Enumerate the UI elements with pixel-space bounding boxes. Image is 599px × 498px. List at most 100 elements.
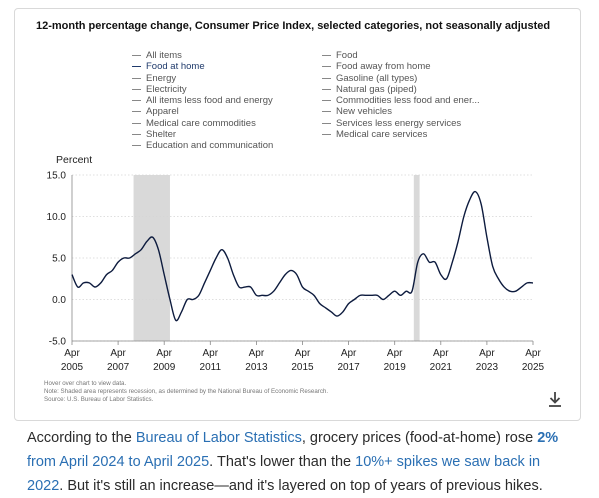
legend-item[interactable]: Medical care services: [322, 129, 480, 140]
data-point: [354, 299, 355, 300]
data-point: [481, 203, 482, 204]
data-point: [521, 286, 522, 287]
data-point: [221, 249, 222, 250]
data-point: [290, 270, 291, 271]
x-tick-month: Apr: [64, 348, 80, 359]
data-point: [498, 278, 499, 279]
legend-item[interactable]: Medical care commodities: [132, 118, 273, 129]
legend-label: All items: [146, 50, 182, 61]
data-point: [239, 286, 240, 287]
data-point: [112, 270, 113, 271]
data-point: [83, 282, 84, 283]
percent-link[interactable]: 2% from April 2024 to April 2025: [27, 430, 558, 470]
data-point: [440, 274, 441, 275]
legend-item[interactable]: All items less food and energy: [132, 95, 273, 106]
legend-item[interactable]: Food: [322, 50, 480, 61]
note-source: Source: U.S. Bureau of Labor Statistics.: [44, 395, 154, 403]
data-point: [486, 237, 487, 238]
spikes-link[interactable]: 10%+ spikes we saw back in 2022: [27, 454, 541, 494]
data-point: [475, 191, 476, 192]
series-line-food-at-home: [71, 190, 534, 322]
legend-label: All items less food and energy: [146, 95, 273, 107]
data-point: [164, 274, 165, 275]
data-point: [457, 241, 458, 242]
data-point: [129, 257, 130, 258]
data-point: [532, 282, 533, 283]
x-tick-year: 2013: [245, 362, 268, 373]
legend-item[interactable]: Services less energy services: [322, 118, 480, 129]
data-point: [331, 311, 332, 312]
x-tick-year: 2015: [291, 362, 314, 373]
data-point: [342, 311, 343, 312]
legend-item[interactable]: Electricity: [132, 84, 273, 95]
legend-item[interactable]: Natural gas (piped): [322, 84, 480, 95]
data-point: [492, 266, 493, 267]
text-intro: According to the: [27, 430, 136, 446]
data-point: [233, 274, 234, 275]
data-point: [360, 295, 361, 296]
article-paragraph: According to the Bureau of Labor Statist…: [27, 426, 577, 498]
legend-item[interactable]: Gasoline (all types): [322, 73, 480, 84]
legend-label: Gasoline (all types): [336, 72, 418, 84]
legend-dash-icon: [322, 88, 331, 90]
data-point: [285, 274, 286, 275]
data-point: [175, 320, 176, 321]
data-point: [371, 295, 372, 296]
legend-item[interactable]: Energy: [132, 73, 273, 84]
legend-dash-icon: [322, 66, 331, 68]
legend-item[interactable]: Education and communication: [132, 140, 273, 151]
chart-notes: Hover over chart to view data. Note: Sha…: [44, 380, 328, 403]
data-point: [146, 241, 147, 242]
data-point: [250, 286, 251, 287]
data-point: [504, 286, 505, 287]
legend-dash-icon: [322, 111, 331, 113]
data-point: [377, 295, 378, 296]
legend-item[interactable]: Food away from home: [322, 61, 480, 72]
legend-item[interactable]: Food at home: [132, 61, 273, 72]
x-tick-year: 2011: [200, 362, 222, 373]
data-point: [77, 286, 78, 287]
legend-dash-icon: [322, 54, 331, 56]
legend-dash-icon: [322, 134, 331, 136]
data-point: [152, 237, 153, 238]
data-point: [452, 262, 453, 263]
legend-item[interactable]: All items: [132, 50, 273, 61]
data-point: [336, 316, 337, 317]
data-point: [394, 291, 395, 292]
legend-item[interactable]: Shelter: [132, 129, 273, 140]
legend-dash-icon: [132, 54, 141, 56]
legend-label: Food at home: [146, 61, 205, 73]
data-point: [158, 249, 159, 250]
y-axis-label: Percent: [56, 154, 93, 166]
download-icon[interactable]: [545, 389, 565, 409]
x-tick-month: Apr: [525, 348, 541, 359]
data-point: [273, 291, 274, 292]
data-point: [527, 282, 528, 283]
data-point: [400, 295, 401, 296]
data-point: [100, 282, 101, 283]
data-point: [509, 291, 510, 292]
data-point: [106, 274, 107, 275]
legend-item[interactable]: New vehicles: [322, 106, 480, 117]
data-point: [319, 303, 320, 304]
percent-value: 2%: [537, 430, 559, 446]
text-lower: . That's lower than the: [209, 454, 356, 470]
x-tick-year: 2005: [61, 362, 84, 373]
chart-title: 12-month percentage change, Consumer Pri…: [36, 20, 551, 32]
data-point: [469, 199, 470, 200]
x-tick-month: Apr: [156, 348, 172, 359]
legend-label: Services less energy services: [336, 117, 462, 129]
legend-item[interactable]: Commodities less food and ener...: [322, 95, 480, 106]
data-point: [417, 262, 418, 263]
y-tick-label: 5.0: [52, 254, 66, 265]
data-point: [198, 295, 199, 296]
data-point: [515, 291, 516, 292]
legend-item[interactable]: Apparel: [132, 106, 273, 117]
legend-dash-icon: [132, 100, 141, 102]
legend-label: New vehicles: [336, 106, 392, 118]
note-recession: Note: Shaded area represents recession, …: [44, 387, 329, 395]
bls-link[interactable]: Bureau of Labor Statistics: [135, 430, 302, 446]
data-point: [192, 299, 193, 300]
data-point: [365, 295, 366, 296]
